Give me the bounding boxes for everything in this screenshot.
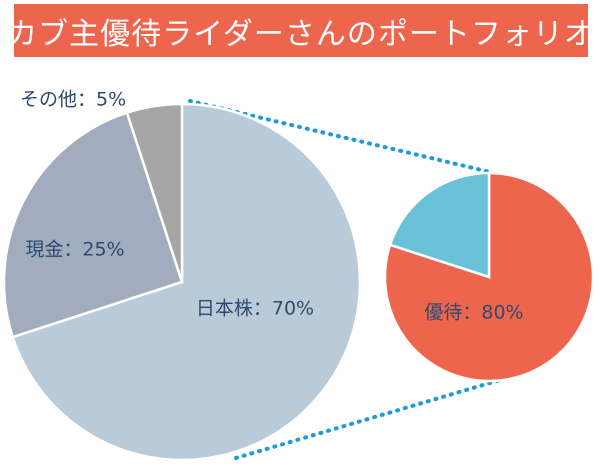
detail-slice-優待 (383, 171, 595, 383)
slice-label-other: その他：5% (20, 89, 126, 111)
detail-slice-other-1 (388, 171, 491, 279)
main-slice-現金 (2, 111, 184, 339)
main-slice-その他 (125, 102, 184, 283)
connector-lines (188, 99, 502, 460)
slice-label-cash: 現金：25% (25, 239, 124, 261)
slice-label-japanese-stocks: 日本株：70% (196, 298, 314, 320)
connector-line-bottom (234, 378, 502, 460)
main-pie (2, 102, 362, 462)
slice-label-yutai: 優待：80% (424, 302, 523, 324)
main-slice-日本株 (11, 102, 362, 462)
title-banner: カブ主優待ライダーさんのポートフォリオ (7, 4, 594, 57)
slice-labels: 日本株：70% 現金：25% その他：5% 優待：80% (20, 89, 524, 324)
connector-line-top (188, 99, 492, 174)
detail-pie (383, 171, 595, 383)
chart-title: カブ主優待ライダーさんのポートフォリオ (7, 16, 595, 52)
